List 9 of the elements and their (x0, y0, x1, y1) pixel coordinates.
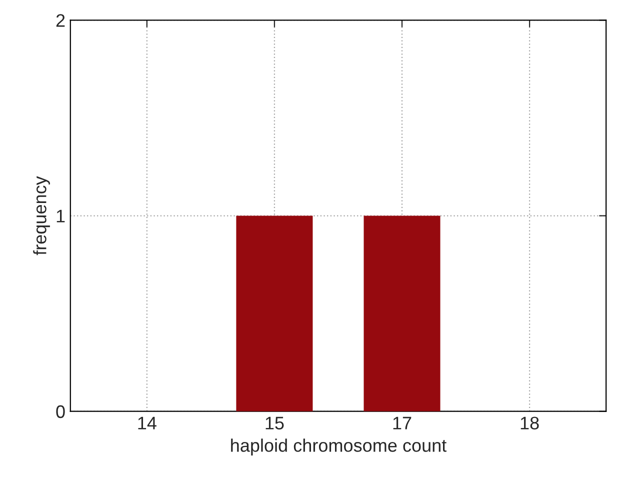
x-axis-title: haploid chromosome count (231, 438, 447, 456)
y-tick-label: 2 (56, 14, 65, 27)
y-axis-title: frequency (33, 176, 50, 256)
x-tick-label: 18 (520, 416, 539, 430)
x-tick-label: 14 (138, 416, 156, 430)
y-tick-label: 1 (56, 210, 65, 222)
y-tick-label: 0 (56, 405, 65, 418)
x-tick-label: 15 (266, 416, 284, 430)
x-tick-label: 17 (393, 416, 412, 430)
